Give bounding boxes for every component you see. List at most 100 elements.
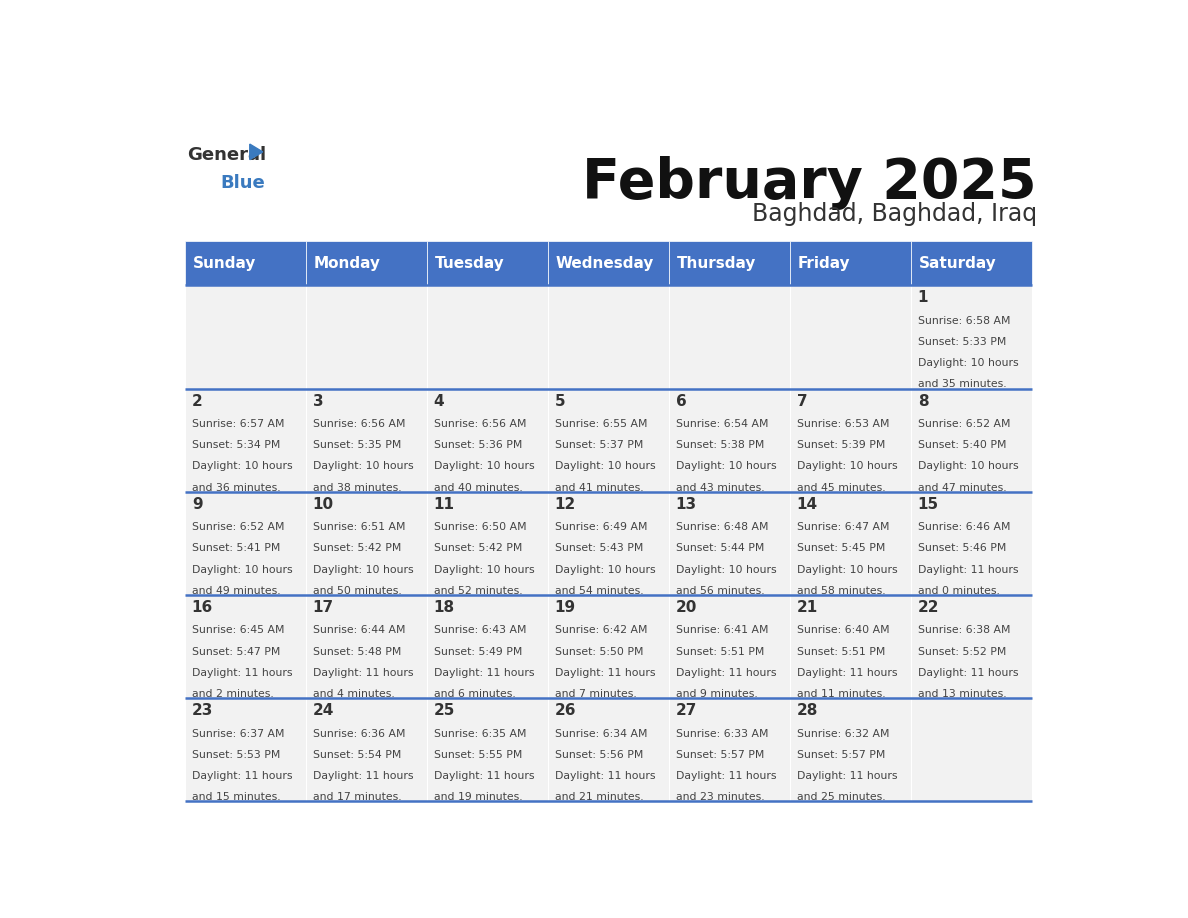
Text: and 36 minutes.: and 36 minutes. xyxy=(191,483,280,493)
Text: and 15 minutes.: and 15 minutes. xyxy=(191,792,280,802)
Polygon shape xyxy=(249,144,263,160)
Text: Sunset: 5:57 PM: Sunset: 5:57 PM xyxy=(797,750,885,760)
Text: Daylight: 11 hours: Daylight: 11 hours xyxy=(312,771,413,781)
Text: and 13 minutes.: and 13 minutes. xyxy=(918,689,1006,700)
Bar xyxy=(185,595,307,699)
Bar xyxy=(185,699,307,801)
Text: Sunrise: 6:33 AM: Sunrise: 6:33 AM xyxy=(676,729,769,739)
Text: Sunrise: 6:46 AM: Sunrise: 6:46 AM xyxy=(918,522,1010,532)
Bar xyxy=(790,492,911,595)
Bar xyxy=(428,699,549,801)
Text: Daylight: 10 hours: Daylight: 10 hours xyxy=(312,565,413,575)
Text: Sunday: Sunday xyxy=(192,256,255,271)
Text: 10: 10 xyxy=(312,497,334,512)
Text: Daylight: 10 hours: Daylight: 10 hours xyxy=(918,462,1018,472)
Text: Thursday: Thursday xyxy=(677,256,756,271)
Text: Sunset: 5:44 PM: Sunset: 5:44 PM xyxy=(676,543,764,554)
Text: Sunrise: 6:56 AM: Sunrise: 6:56 AM xyxy=(434,419,526,429)
Text: 2: 2 xyxy=(191,394,202,409)
Text: Baghdad, Baghdad, Iraq: Baghdad, Baghdad, Iraq xyxy=(752,202,1037,226)
Text: 24: 24 xyxy=(312,703,334,718)
Bar xyxy=(790,241,911,285)
Text: Sunrise: 6:37 AM: Sunrise: 6:37 AM xyxy=(191,729,284,739)
Text: and 23 minutes.: and 23 minutes. xyxy=(676,792,764,802)
Text: 19: 19 xyxy=(555,600,576,615)
Text: Daylight: 10 hours: Daylight: 10 hours xyxy=(555,565,656,575)
Bar xyxy=(307,595,428,699)
Bar xyxy=(911,388,1032,492)
Bar xyxy=(549,285,669,388)
Bar xyxy=(790,388,911,492)
Text: Sunrise: 6:58 AM: Sunrise: 6:58 AM xyxy=(918,316,1010,326)
Text: and 19 minutes.: and 19 minutes. xyxy=(434,792,523,802)
Bar xyxy=(549,595,669,699)
Text: Sunrise: 6:49 AM: Sunrise: 6:49 AM xyxy=(555,522,647,532)
Text: Blue: Blue xyxy=(220,174,265,192)
Text: 11: 11 xyxy=(434,497,455,512)
Text: Daylight: 10 hours: Daylight: 10 hours xyxy=(191,462,292,472)
Text: Daylight: 11 hours: Daylight: 11 hours xyxy=(676,668,776,677)
Text: and 6 minutes.: and 6 minutes. xyxy=(434,689,516,700)
Text: Sunset: 5:43 PM: Sunset: 5:43 PM xyxy=(555,543,643,554)
Text: 25: 25 xyxy=(434,703,455,718)
Bar xyxy=(790,285,911,388)
Bar xyxy=(669,241,790,285)
Bar xyxy=(669,699,790,801)
Text: 27: 27 xyxy=(676,703,697,718)
Text: and 50 minutes.: and 50 minutes. xyxy=(312,586,402,596)
Text: Sunrise: 6:52 AM: Sunrise: 6:52 AM xyxy=(918,419,1010,429)
Bar xyxy=(911,285,1032,388)
Text: Sunset: 5:56 PM: Sunset: 5:56 PM xyxy=(555,750,643,760)
Bar xyxy=(185,241,307,285)
Text: Sunrise: 6:38 AM: Sunrise: 6:38 AM xyxy=(918,625,1010,635)
Bar xyxy=(428,492,549,595)
Text: Daylight: 11 hours: Daylight: 11 hours xyxy=(918,565,1018,575)
Bar xyxy=(911,595,1032,699)
Text: Sunset: 5:40 PM: Sunset: 5:40 PM xyxy=(918,441,1006,450)
Text: 7: 7 xyxy=(797,394,808,409)
Text: and 58 minutes.: and 58 minutes. xyxy=(797,586,885,596)
Text: 4: 4 xyxy=(434,394,444,409)
Text: and 41 minutes.: and 41 minutes. xyxy=(555,483,644,493)
Text: Daylight: 11 hours: Daylight: 11 hours xyxy=(191,668,292,677)
Bar xyxy=(790,595,911,699)
Text: Sunset: 5:47 PM: Sunset: 5:47 PM xyxy=(191,646,280,656)
Text: Sunrise: 6:42 AM: Sunrise: 6:42 AM xyxy=(555,625,647,635)
Text: 3: 3 xyxy=(312,394,323,409)
Bar xyxy=(669,595,790,699)
Text: and 9 minutes.: and 9 minutes. xyxy=(676,689,758,700)
Text: 13: 13 xyxy=(676,497,697,512)
Text: Daylight: 11 hours: Daylight: 11 hours xyxy=(434,771,535,781)
Text: Sunrise: 6:50 AM: Sunrise: 6:50 AM xyxy=(434,522,526,532)
Text: Daylight: 10 hours: Daylight: 10 hours xyxy=(797,462,897,472)
Text: 21: 21 xyxy=(797,600,819,615)
Text: Daylight: 11 hours: Daylight: 11 hours xyxy=(191,771,292,781)
Bar xyxy=(549,492,669,595)
Bar xyxy=(428,595,549,699)
Text: Daylight: 11 hours: Daylight: 11 hours xyxy=(555,668,656,677)
Text: Sunrise: 6:43 AM: Sunrise: 6:43 AM xyxy=(434,625,526,635)
Text: 16: 16 xyxy=(191,600,213,615)
Text: Tuesday: Tuesday xyxy=(435,256,505,271)
Text: 8: 8 xyxy=(918,394,929,409)
Text: 5: 5 xyxy=(555,394,565,409)
Text: Daylight: 10 hours: Daylight: 10 hours xyxy=(676,565,777,575)
Text: and 21 minutes.: and 21 minutes. xyxy=(555,792,644,802)
Text: Daylight: 11 hours: Daylight: 11 hours xyxy=(555,771,656,781)
Text: Sunset: 5:48 PM: Sunset: 5:48 PM xyxy=(312,646,402,656)
Text: Sunrise: 6:53 AM: Sunrise: 6:53 AM xyxy=(797,419,890,429)
Text: Daylight: 11 hours: Daylight: 11 hours xyxy=(434,668,535,677)
Bar xyxy=(549,699,669,801)
Bar xyxy=(307,241,428,285)
Text: Daylight: 11 hours: Daylight: 11 hours xyxy=(918,668,1018,677)
Bar xyxy=(911,492,1032,595)
Text: Sunset: 5:50 PM: Sunset: 5:50 PM xyxy=(555,646,643,656)
Bar xyxy=(911,241,1032,285)
Text: and 43 minutes.: and 43 minutes. xyxy=(676,483,764,493)
Text: Sunset: 5:45 PM: Sunset: 5:45 PM xyxy=(797,543,885,554)
Text: Sunset: 5:33 PM: Sunset: 5:33 PM xyxy=(918,337,1006,347)
Text: Sunset: 5:46 PM: Sunset: 5:46 PM xyxy=(918,543,1006,554)
Text: Sunrise: 6:35 AM: Sunrise: 6:35 AM xyxy=(434,729,526,739)
Text: and 11 minutes.: and 11 minutes. xyxy=(797,689,885,700)
Text: 17: 17 xyxy=(312,600,334,615)
